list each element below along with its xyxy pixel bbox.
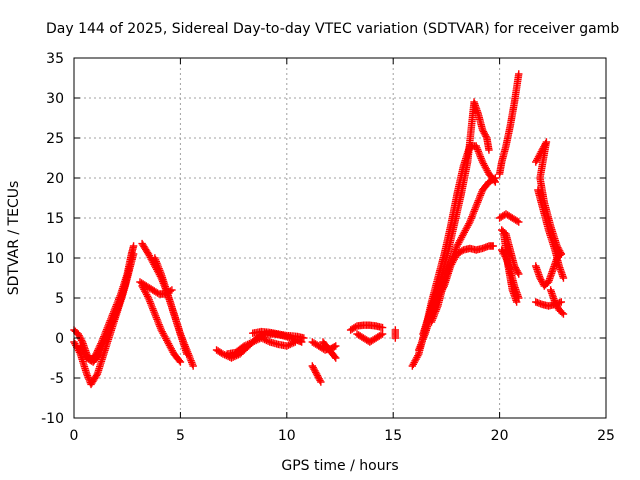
y-tick-label: -5 [50, 371, 64, 387]
series-arc-9 [223, 334, 300, 358]
data-point [183, 350, 191, 358]
y-tick-label: 25 [46, 131, 64, 147]
series-arc-11 [308, 362, 325, 386]
data-point [559, 274, 568, 282]
series-arc-6 [138, 282, 185, 366]
series-arc-15 [353, 330, 387, 346]
data-point [515, 270, 523, 278]
series-arc-20 [427, 174, 500, 326]
y-tick-label: -10 [41, 411, 64, 427]
y-tick-label: 30 [46, 91, 64, 107]
y-tick-label: 20 [46, 171, 64, 187]
x-tick-label: 15 [384, 428, 402, 444]
data-point [515, 218, 523, 226]
data-point [129, 250, 138, 258]
series-arc-14 [346, 321, 387, 334]
plot-data [70, 70, 568, 389]
x-tick-label: 25 [597, 428, 615, 444]
y-axis-label: SDTVAR / TECUs [6, 181, 22, 296]
grid-lines [74, 58, 606, 418]
data-point [485, 146, 493, 154]
series-arc-19 [419, 98, 493, 338]
series-arc-7 [151, 254, 191, 358]
x-tick-label: 10 [278, 428, 296, 444]
y-tick-label: 10 [46, 251, 64, 267]
data-point [176, 358, 185, 366]
y-tick-label: 5 [55, 291, 64, 307]
series-arc-30 [546, 286, 568, 318]
x-axis-label: GPS time / hours [281, 458, 398, 474]
data-point [559, 310, 568, 318]
x-tick-label: 5 [176, 428, 185, 444]
series-arc-22 [495, 210, 523, 226]
data-point [300, 334, 308, 342]
series-arc-25 [500, 230, 521, 306]
plot-border [73, 57, 607, 419]
data-point [378, 330, 387, 338]
series-arc-16 [391, 326, 400, 342]
data-point [291, 338, 300, 346]
data-point [491, 174, 500, 182]
y-tick-label: 35 [46, 51, 64, 67]
series-arc-13 [319, 338, 340, 362]
series-arc-10 [249, 327, 308, 342]
data-point [189, 362, 197, 370]
data-point [557, 298, 566, 306]
tick-labels: 0 5 10 15 20 25 -10 -5 0 5 10 15 20 25 30 35 [41, 51, 615, 444]
series-arc-3 [76, 266, 134, 366]
data-point [125, 266, 134, 274]
data-point [557, 250, 566, 258]
series-arc-28 [532, 250, 566, 290]
data-point [332, 354, 340, 362]
chart-title: Day 144 of 2025, Sidereal Day-to-day VTE… [46, 21, 619, 37]
data-point [391, 334, 400, 342]
axes [73, 57, 607, 419]
series-arc-21 [495, 70, 523, 178]
y-tick-label: 0 [55, 331, 64, 347]
data-point [332, 342, 340, 350]
data-point [515, 70, 523, 78]
x-tick-label: 0 [70, 428, 79, 444]
x-tick-label: 20 [491, 428, 509, 444]
data-point [129, 242, 138, 250]
data-point [317, 378, 325, 386]
y-tick-label: 15 [46, 211, 64, 227]
data-point [378, 323, 387, 332]
data-point [512, 298, 521, 306]
data-point [489, 242, 497, 250]
